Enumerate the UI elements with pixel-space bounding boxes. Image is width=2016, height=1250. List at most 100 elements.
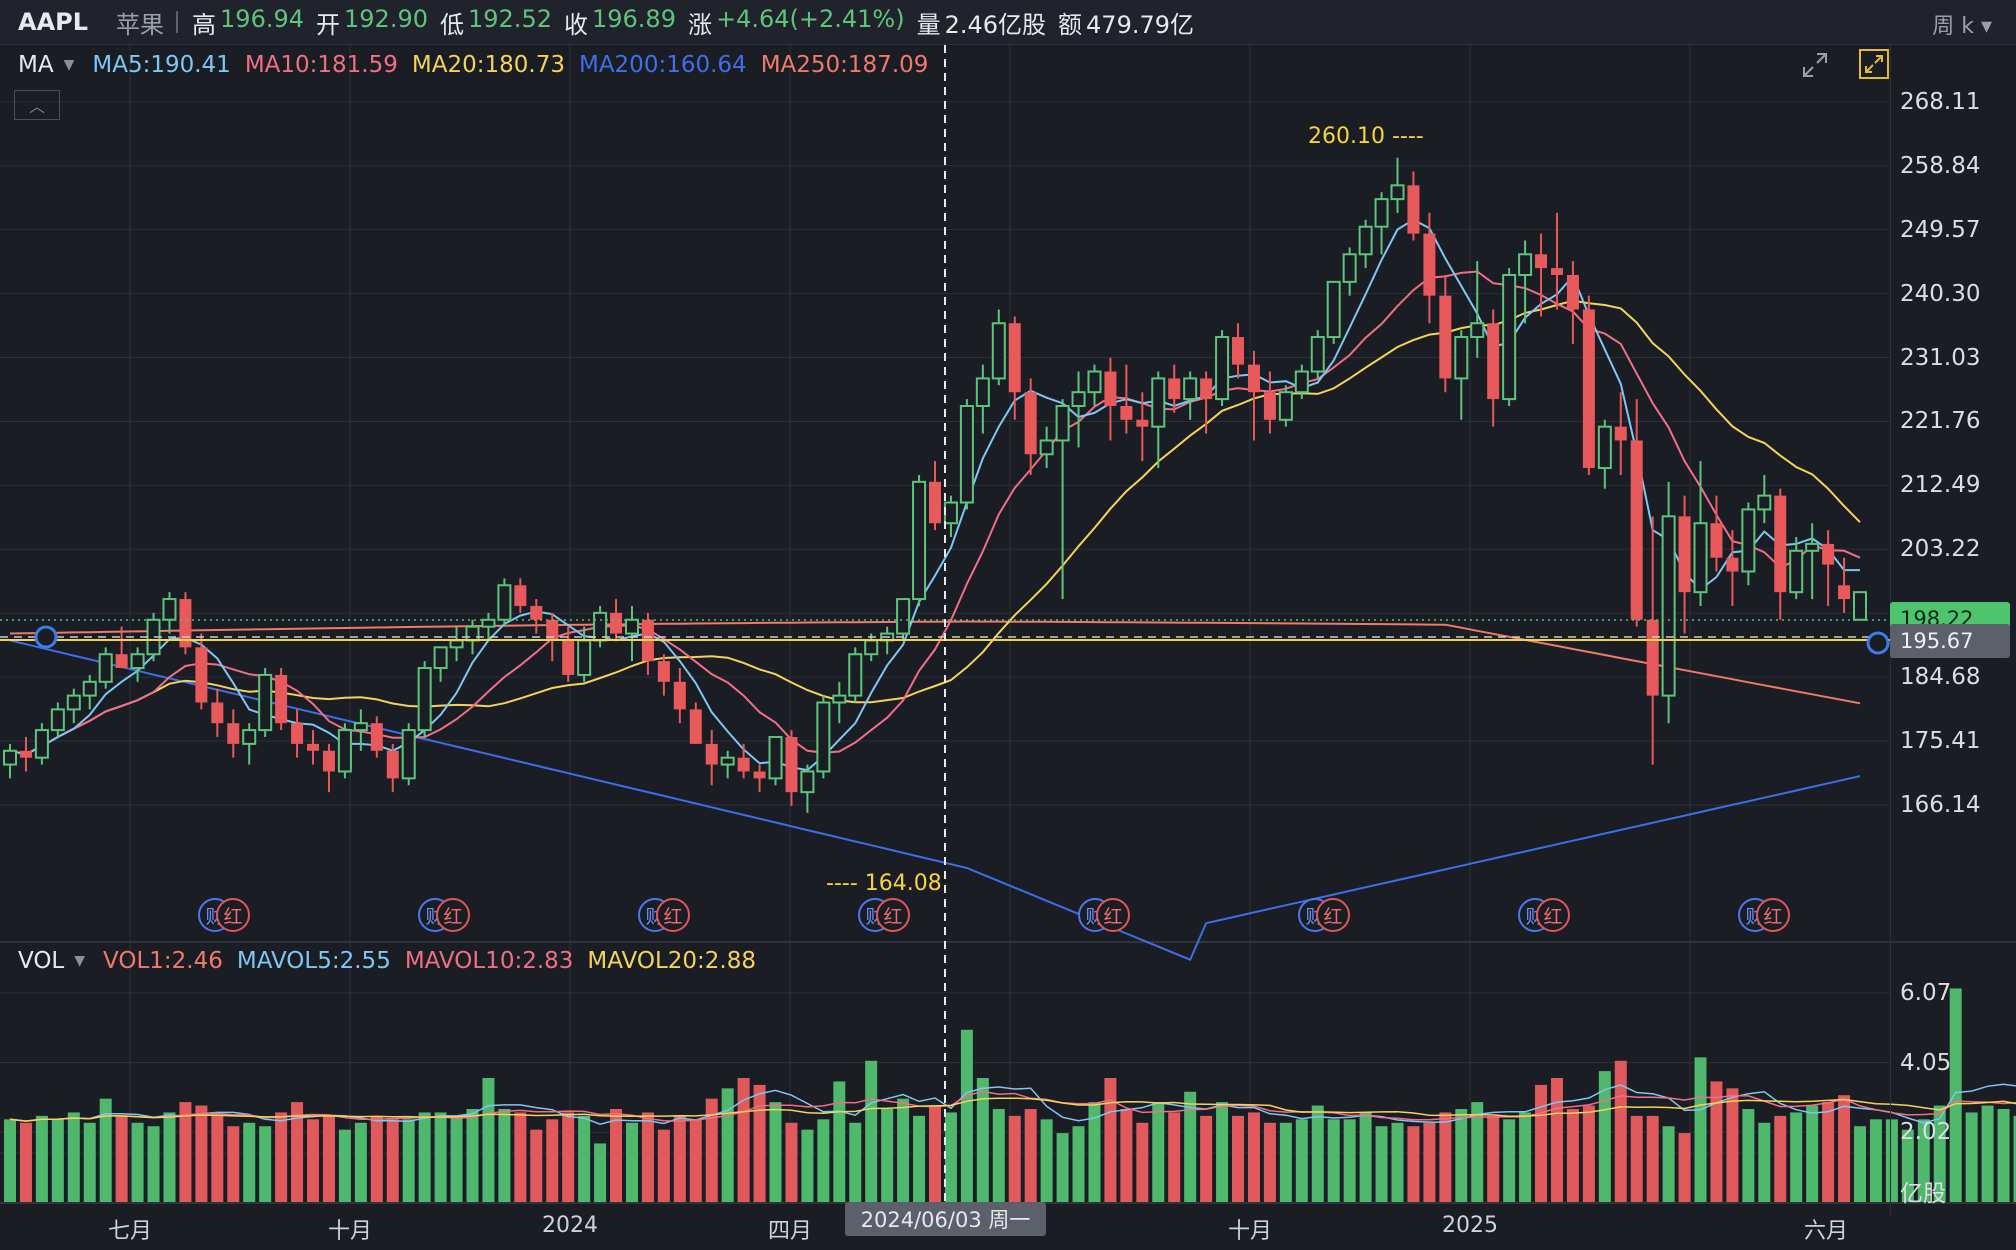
candle-up bbox=[465, 625, 480, 642]
volume-bar bbox=[546, 1119, 559, 1202]
quote-field-value: +4.64(+2.41%) bbox=[715, 4, 905, 33]
candle-up bbox=[1661, 515, 1676, 697]
candle-up bbox=[337, 729, 352, 773]
quote-field-value: 192.90 bbox=[344, 4, 428, 33]
chevron-down-icon[interactable]: ▼ bbox=[63, 57, 75, 73]
volume-bar bbox=[402, 1119, 415, 1202]
ma20-line bbox=[9, 299, 1861, 756]
candle-down bbox=[370, 723, 383, 751]
fullscreen-icon[interactable] bbox=[1858, 48, 1889, 79]
volume-tick-label: 2.02 bbox=[1900, 1119, 1952, 1146]
volume-bar bbox=[849, 1122, 862, 1202]
volume-bar bbox=[131, 1122, 144, 1202]
volume-bar bbox=[865, 1060, 878, 1202]
time-tick-label: 十月 bbox=[327, 1219, 373, 1244]
dividend-badge[interactable]: 红 bbox=[1536, 898, 1570, 932]
price-tick-label: 184.68 bbox=[1900, 664, 1981, 691]
candle-down bbox=[1582, 309, 1595, 469]
volume-bar bbox=[1901, 1129, 1914, 1202]
low-value: 164.08 bbox=[864, 871, 942, 896]
candle-down bbox=[1822, 543, 1835, 565]
volume-bar bbox=[67, 1112, 80, 1202]
dividend-badge[interactable]: 红 bbox=[876, 898, 910, 932]
volume-bar bbox=[1439, 1112, 1452, 1202]
volume-bar bbox=[1375, 1126, 1388, 1202]
volume-bar bbox=[466, 1109, 479, 1202]
volume-bar bbox=[1790, 1112, 1803, 1202]
quote-field-label: 量 bbox=[916, 10, 941, 39]
volume-bar bbox=[259, 1126, 272, 1202]
candle-down bbox=[115, 654, 128, 669]
volume-bar bbox=[35, 1115, 48, 1202]
dividend-badge[interactable]: 红 bbox=[436, 898, 470, 932]
volume-bar bbox=[1949, 988, 1962, 1202]
volume-bar bbox=[801, 1129, 814, 1202]
volume-bar bbox=[1726, 1088, 1739, 1202]
volume-bar bbox=[1152, 1102, 1165, 1202]
candle-up bbox=[401, 729, 416, 780]
volume-bar bbox=[881, 1109, 894, 1202]
chevron-down-icon[interactable]: ▼ bbox=[74, 953, 86, 969]
candle-up bbox=[34, 729, 49, 759]
dividend-badge[interactable]: 红 bbox=[1756, 898, 1790, 932]
candle-down bbox=[1726, 557, 1739, 572]
vol-legend-item: MAVOL20:2.88 bbox=[587, 948, 757, 974]
time-tick-label: 七月 bbox=[107, 1219, 153, 1244]
volume-bar bbox=[307, 1119, 320, 1202]
volume-bar bbox=[482, 1078, 495, 1202]
volume-bar bbox=[1582, 1105, 1595, 1202]
volume-bar bbox=[1678, 1133, 1691, 1202]
volume-bar bbox=[1535, 1084, 1548, 1202]
dividend-badge[interactable]: 红 bbox=[1316, 898, 1350, 932]
candle-down bbox=[1104, 371, 1117, 406]
candle-down bbox=[1535, 254, 1548, 269]
candle-up bbox=[1183, 377, 1198, 401]
candle-down bbox=[562, 640, 575, 675]
volume-bar bbox=[1024, 1109, 1037, 1202]
candle-down bbox=[1487, 323, 1500, 400]
volume-bar bbox=[1136, 1122, 1149, 1202]
candle-down bbox=[530, 605, 543, 620]
candle-down bbox=[1200, 378, 1213, 400]
candle-up bbox=[417, 667, 432, 732]
price-tick-label: 175.41 bbox=[1900, 728, 1981, 755]
price-tick-label: 166.14 bbox=[1900, 791, 1981, 818]
price-tick-label: 221.76 bbox=[1900, 408, 1981, 435]
candle-up bbox=[162, 598, 177, 621]
dividend-badge[interactable]: 红 bbox=[1096, 898, 1130, 932]
volume-bar bbox=[530, 1129, 543, 1202]
candle-down bbox=[179, 599, 192, 648]
candle-up bbox=[1741, 508, 1756, 573]
volume-bar bbox=[641, 1112, 654, 1202]
volume-bar bbox=[1503, 1119, 1516, 1202]
volume-tick-label: 4.05 bbox=[1900, 1049, 1952, 1076]
volume-bar bbox=[227, 1126, 240, 1202]
volume-bar bbox=[1184, 1091, 1197, 1202]
volume-bar bbox=[1216, 1102, 1229, 1202]
ma-legend-item: MA5:190.41 bbox=[92, 52, 231, 78]
expand-icon[interactable] bbox=[1800, 50, 1830, 80]
volume-bar bbox=[1040, 1119, 1053, 1202]
quote-field-value: 192.52 bbox=[468, 4, 552, 33]
volume-bar bbox=[195, 1105, 208, 1202]
collapse-button[interactable]: ︿ bbox=[14, 90, 60, 120]
dividend-badge[interactable]: 红 bbox=[216, 898, 250, 932]
vol-indicator-selector[interactable]: VOL bbox=[18, 948, 65, 974]
candle-down bbox=[195, 647, 208, 703]
volume-bar bbox=[370, 1115, 383, 1202]
candle-up bbox=[1294, 370, 1309, 394]
volume-bar bbox=[211, 1115, 224, 1202]
dividend-badge[interactable]: 红 bbox=[656, 898, 690, 932]
indicator-selector[interactable]: MA bbox=[18, 52, 54, 78]
period-selector[interactable]: 周 k ▾ bbox=[1932, 14, 1992, 39]
volume-bar bbox=[4, 1119, 16, 1202]
volume-bar bbox=[83, 1122, 96, 1202]
quote-field-value: 479.79亿 bbox=[1086, 10, 1195, 39]
volume-bar bbox=[243, 1122, 256, 1202]
volume-bar bbox=[1854, 1126, 1866, 1202]
candle-up bbox=[912, 480, 927, 601]
vol-legend-item: VOL1:2.46 bbox=[103, 948, 223, 974]
volume-bar bbox=[929, 1105, 941, 1202]
high-value: 260.10 bbox=[1308, 124, 1385, 149]
